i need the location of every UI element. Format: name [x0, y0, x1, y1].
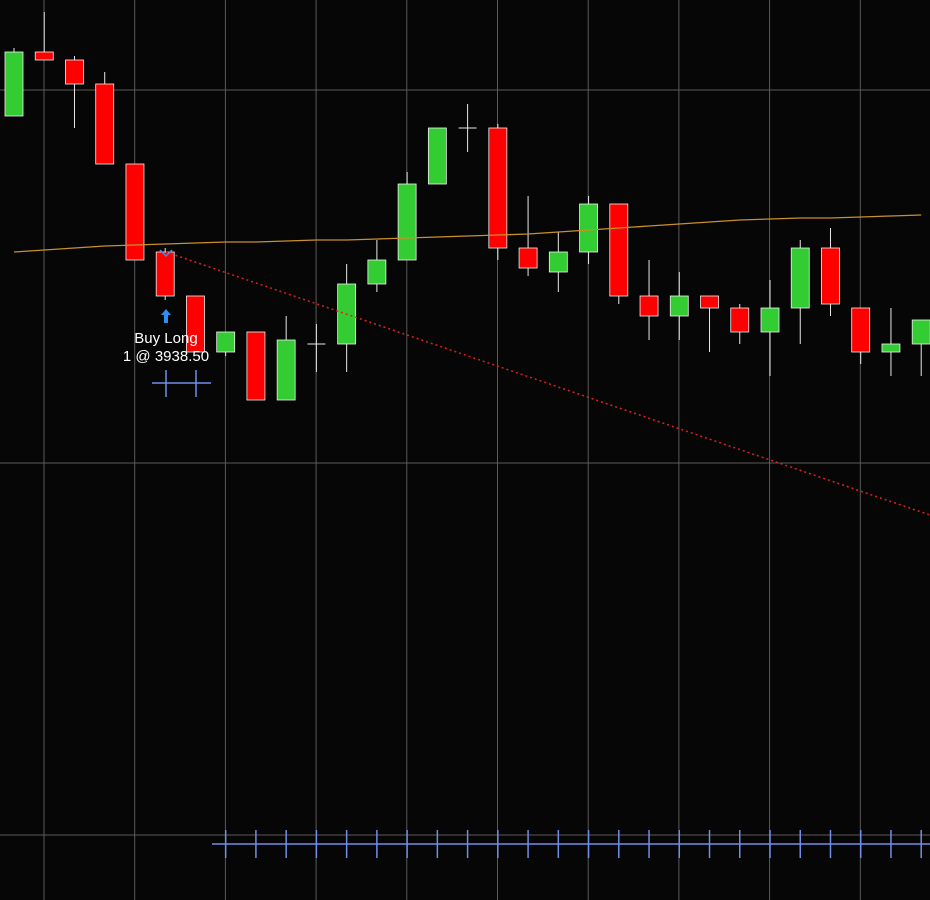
candle-body: [246, 331, 266, 401]
candle-body: [125, 163, 145, 261]
plot: [4, 12, 930, 858]
candle-body: [548, 251, 568, 273]
candle-body: [65, 59, 84, 85]
candle-body: [700, 295, 719, 309]
candle-body: [579, 203, 598, 253]
candle-body: [276, 339, 296, 401]
candle-body: [518, 247, 538, 269]
candle-body: [427, 127, 447, 185]
candle-body: [639, 295, 659, 317]
candle-body: [911, 319, 930, 345]
candle-body: [669, 295, 689, 317]
candle-body: [730, 307, 750, 333]
fill-markers: [152, 370, 930, 845]
candle-body: [4, 51, 24, 117]
candle-body: [760, 307, 780, 333]
buy-arrow: [161, 309, 171, 323]
candle-body: [790, 247, 810, 309]
candle-body: [216, 331, 236, 353]
candle-body: [881, 343, 901, 353]
candle-body: [851, 307, 871, 353]
candle-body: [397, 183, 417, 261]
moving-average: [13, 214, 922, 253]
candle-body: [609, 203, 629, 297]
annotation-title: Buy Long: [134, 330, 197, 347]
annotation-detail: 1 @ 3938.50: [123, 348, 209, 365]
candle-body: [95, 83, 115, 165]
candle-body: [155, 251, 175, 297]
candle-body: [821, 247, 840, 305]
candle-body: [488, 127, 508, 249]
candle-body: [186, 295, 205, 353]
candle-body: [34, 51, 54, 61]
candle-body: [367, 259, 387, 285]
entry-marker: [159, 249, 173, 258]
